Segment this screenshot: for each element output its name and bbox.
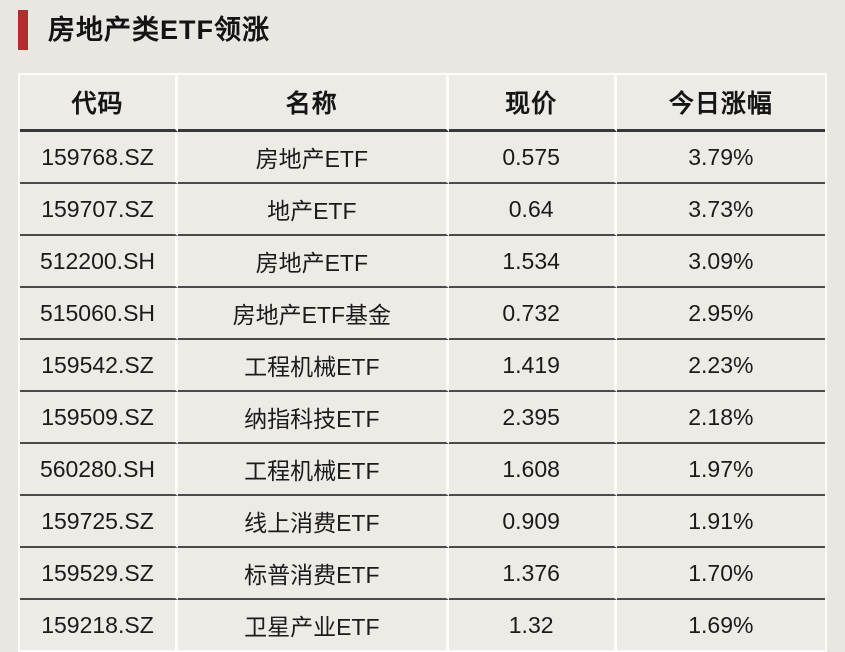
page-title: 房地产类ETF领涨 bbox=[48, 15, 270, 45]
etf-table-body: 159768.SZ 房地产ETF 0.575 3.79% 159707.SZ 地产ETF 0… bbox=[20, 132, 825, 650]
table-row: 560280.SH 工程机械ETF 1.608 1.97% bbox=[20, 444, 825, 496]
cell-name: 标普消费ETF bbox=[177, 548, 449, 600]
cell-name: 工程机械ETF bbox=[177, 340, 449, 392]
cell-price: 1.419 bbox=[448, 340, 617, 392]
table-row: 159725.SZ 线上消费ETF 0.909 1.91% bbox=[20, 496, 825, 548]
cell-change: 3.09% bbox=[616, 236, 825, 288]
column-header-change: 今日涨幅 bbox=[616, 75, 825, 132]
cell-name: 房地产ETF基金 bbox=[177, 288, 449, 340]
cell-price: 0.732 bbox=[448, 288, 617, 340]
cell-code: 159218.SZ bbox=[20, 600, 178, 650]
table-row: 159768.SZ 房地产ETF 0.575 3.79% bbox=[20, 132, 825, 184]
table-row: 159529.SZ 标普消费ETF 1.376 1.70% bbox=[20, 548, 825, 600]
cell-name: 房地产ETF bbox=[177, 132, 449, 184]
cell-name: 卫星产业ETF bbox=[177, 600, 449, 650]
column-header-code: 代码 bbox=[20, 75, 178, 132]
cell-name: 纳指科技ETF bbox=[177, 392, 449, 444]
etf-table: 代码 名称 现价 今日涨幅 159768.SZ 房地产ETF 0.575 3.79% 1… bbox=[18, 73, 827, 652]
cell-price: 0.575 bbox=[448, 132, 617, 184]
cell-name: 线上消费ETF bbox=[177, 496, 449, 548]
cell-price: 2.395 bbox=[448, 392, 617, 444]
cell-code: 159707.SZ bbox=[20, 184, 178, 236]
cell-code: 560280.SH bbox=[20, 444, 178, 496]
cell-price: 1.376 bbox=[448, 548, 617, 600]
cell-name: 工程机械ETF bbox=[177, 444, 449, 496]
cell-change: 2.18% bbox=[616, 392, 825, 444]
cell-code: 512200.SH bbox=[20, 236, 178, 288]
cell-change: 3.73% bbox=[616, 184, 825, 236]
cell-price: 0.64 bbox=[448, 184, 617, 236]
cell-code: 159768.SZ bbox=[20, 132, 178, 184]
cell-price: 0.909 bbox=[448, 496, 617, 548]
cell-code: 159509.SZ bbox=[20, 392, 178, 444]
etf-table-container: 代码 名称 现价 今日涨幅 159768.SZ 房地产ETF 0.575 3.79% 1… bbox=[18, 73, 827, 652]
cell-code: 515060.SH bbox=[20, 288, 178, 340]
cell-change: 1.97% bbox=[616, 444, 825, 496]
table-row: 159218.SZ 卫星产业ETF 1.32 1.69% bbox=[20, 600, 825, 650]
cell-change: 3.79% bbox=[616, 132, 825, 184]
column-header-price: 现价 bbox=[448, 75, 617, 132]
table-row: 159509.SZ 纳指科技ETF 2.395 2.18% bbox=[20, 392, 825, 444]
cell-name: 房地产ETF bbox=[177, 236, 449, 288]
table-row: 159542.SZ 工程机械ETF 1.419 2.23% bbox=[20, 340, 825, 392]
title-accent-bar bbox=[18, 10, 28, 50]
cell-change: 1.91% bbox=[616, 496, 825, 548]
table-header-row: 代码 名称 现价 今日涨幅 bbox=[20, 75, 825, 132]
cell-price: 1.534 bbox=[448, 236, 617, 288]
cell-price: 1.608 bbox=[448, 444, 617, 496]
column-header-name: 名称 bbox=[177, 75, 449, 132]
cell-change: 1.70% bbox=[616, 548, 825, 600]
cell-code: 159529.SZ bbox=[20, 548, 178, 600]
title-row: 房地产类ETF领涨 bbox=[0, 0, 845, 50]
cell-code: 159542.SZ bbox=[20, 340, 178, 392]
cell-code: 159725.SZ bbox=[20, 496, 178, 548]
table-row: 512200.SH 房地产ETF 1.534 3.09% bbox=[20, 236, 825, 288]
table-row: 515060.SH 房地产ETF基金 0.732 2.95% bbox=[20, 288, 825, 340]
cell-price: 1.32 bbox=[448, 600, 617, 650]
cell-name: 地产ETF bbox=[177, 184, 449, 236]
cell-change: 1.69% bbox=[616, 600, 825, 650]
cell-change: 2.23% bbox=[616, 340, 825, 392]
cell-change: 2.95% bbox=[616, 288, 825, 340]
table-row: 159707.SZ 地产ETF 0.64 3.73% bbox=[20, 184, 825, 236]
